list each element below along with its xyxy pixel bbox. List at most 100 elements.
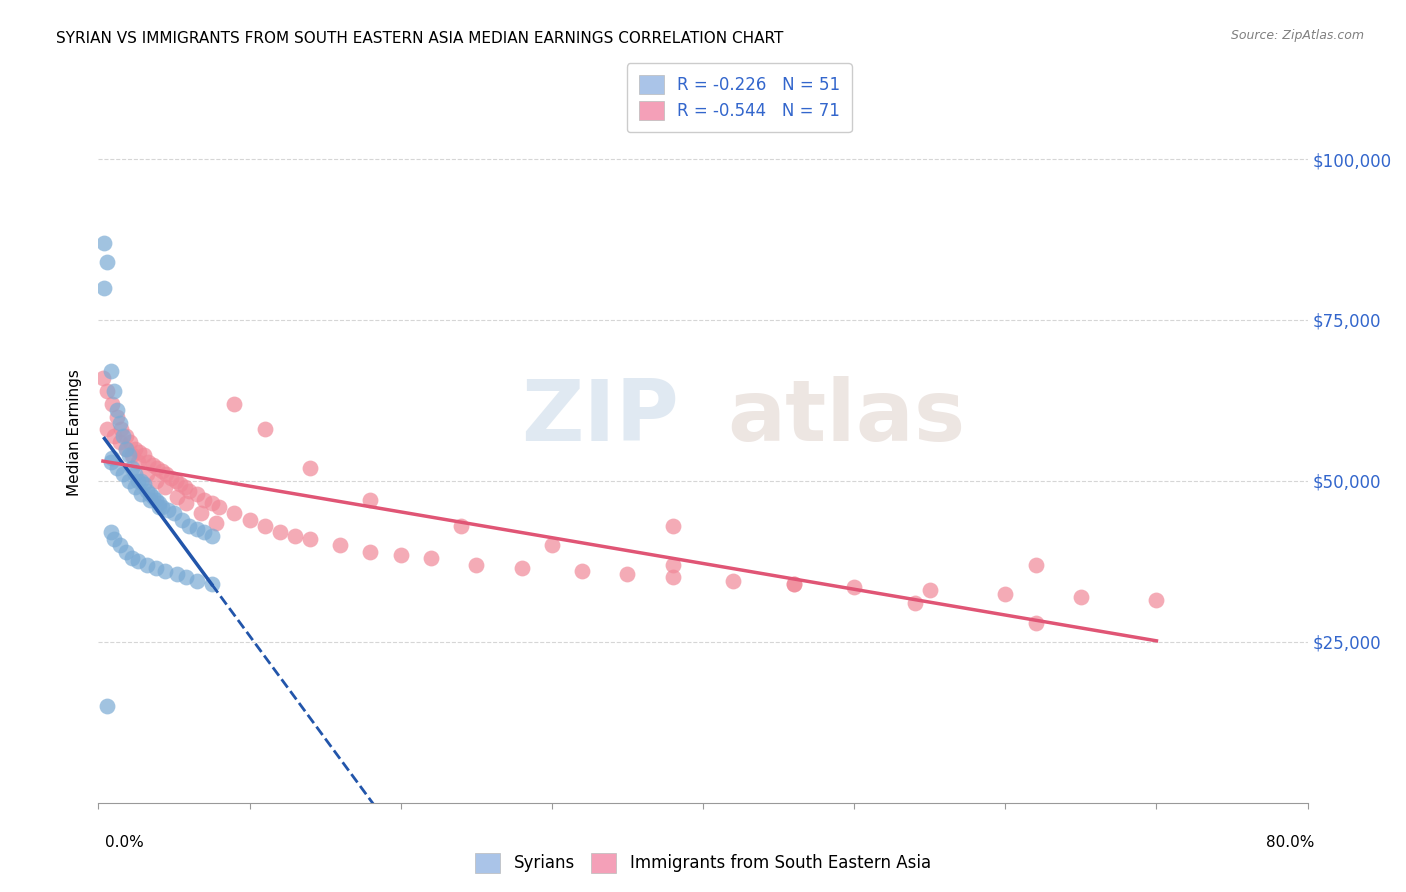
Point	[114, 545, 136, 559]
Point	[360, 545, 382, 559]
Point	[510, 561, 533, 575]
Point	[179, 519, 201, 533]
Point	[110, 422, 132, 436]
Point	[103, 532, 125, 546]
Point	[190, 506, 212, 520]
Point	[186, 522, 208, 536]
Point	[121, 448, 143, 462]
Point	[224, 506, 246, 520]
Y-axis label: Median Earnings: Median Earnings	[67, 369, 83, 496]
Point	[128, 445, 150, 459]
Point	[156, 503, 179, 517]
Point	[96, 699, 118, 714]
Point	[193, 525, 215, 540]
Point	[135, 467, 157, 482]
Point	[103, 384, 125, 398]
Point	[96, 422, 118, 436]
Point	[904, 596, 927, 610]
Point	[174, 496, 197, 510]
Point	[186, 487, 208, 501]
Point	[540, 538, 562, 552]
Point	[127, 554, 149, 568]
Point	[253, 422, 276, 436]
Point	[108, 435, 131, 450]
Point	[661, 558, 683, 572]
Point	[155, 467, 177, 482]
Point	[145, 561, 167, 575]
Point	[103, 429, 125, 443]
Point	[127, 454, 149, 468]
Point	[1024, 558, 1046, 572]
Point	[105, 461, 128, 475]
Point	[146, 461, 169, 475]
Point	[118, 448, 141, 462]
Point	[179, 483, 201, 498]
Point	[93, 235, 115, 250]
Point	[124, 480, 146, 494]
Point	[101, 397, 124, 411]
Point	[166, 490, 188, 504]
Point	[124, 442, 146, 456]
Point	[148, 496, 170, 510]
Point	[160, 471, 183, 485]
Point	[201, 528, 224, 542]
Point	[91, 371, 114, 385]
Text: 80.0%: 80.0%	[1267, 836, 1315, 850]
Point	[783, 577, 806, 591]
Point	[174, 570, 197, 584]
Point	[136, 454, 159, 468]
Point	[132, 477, 155, 491]
Point	[173, 480, 195, 494]
Point	[105, 403, 128, 417]
Point	[153, 480, 176, 494]
Point	[139, 487, 162, 501]
Point	[201, 577, 224, 591]
Point	[284, 528, 307, 542]
Point	[661, 519, 683, 533]
Point	[253, 519, 276, 533]
Point	[420, 551, 443, 566]
Point	[105, 409, 128, 424]
Point	[723, 574, 745, 588]
Point	[186, 574, 208, 588]
Point	[129, 487, 152, 501]
Point	[135, 558, 157, 572]
Point	[121, 461, 143, 475]
Point	[389, 548, 412, 562]
Point	[100, 454, 122, 468]
Point	[201, 496, 224, 510]
Point	[360, 493, 382, 508]
Point	[118, 474, 141, 488]
Text: ZIP: ZIP	[522, 376, 679, 459]
Point	[299, 532, 322, 546]
Text: atlas: atlas	[727, 376, 966, 459]
Point	[299, 461, 322, 475]
Point	[150, 500, 173, 514]
Point	[108, 538, 131, 552]
Point	[450, 519, 472, 533]
Point	[224, 397, 246, 411]
Point	[108, 416, 131, 430]
Point	[1070, 590, 1092, 604]
Point	[148, 500, 170, 514]
Point	[96, 384, 118, 398]
Point	[616, 567, 638, 582]
Point	[153, 564, 176, 578]
Text: 0.0%: 0.0%	[105, 836, 145, 850]
Point	[661, 570, 683, 584]
Point	[1024, 615, 1046, 630]
Point	[132, 448, 155, 462]
Point	[166, 567, 188, 582]
Point	[205, 516, 228, 530]
Point	[121, 551, 143, 566]
Point	[145, 474, 167, 488]
Point	[120, 435, 142, 450]
Point	[1144, 593, 1167, 607]
Point	[329, 538, 352, 552]
Point	[135, 483, 157, 498]
Point	[465, 558, 488, 572]
Point	[96, 255, 118, 269]
Point	[163, 506, 186, 520]
Point	[994, 586, 1017, 600]
Point	[165, 474, 187, 488]
